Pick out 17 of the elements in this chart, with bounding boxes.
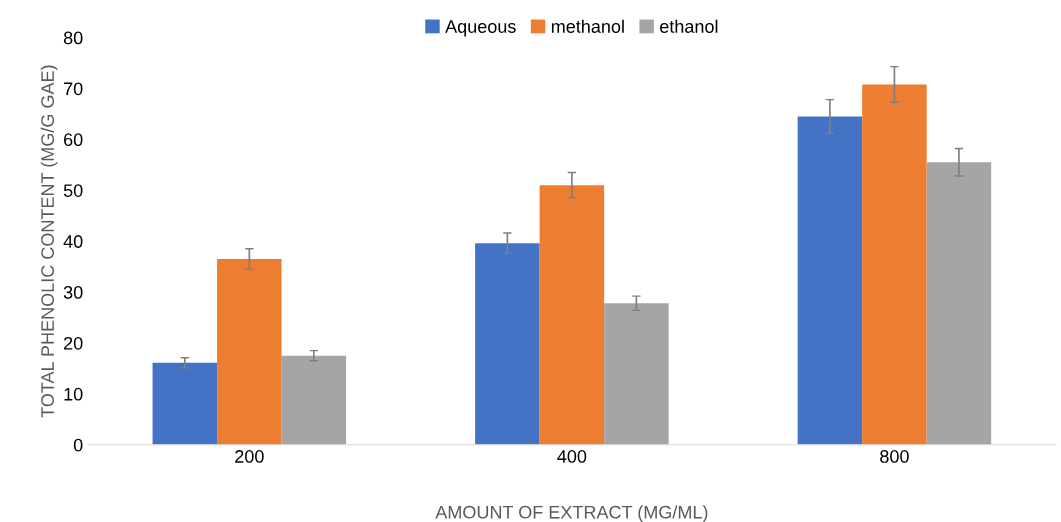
y-tick-label: 70 [64,82,83,96]
legend-label: Aqueous [445,20,516,37]
x-tick-label: 800 [880,450,909,463]
x-tick-label: 200 [235,450,264,463]
legend-label: ethanol [660,19,718,33]
y-tick-label: 0 [73,438,83,452]
y-tick-label: 60 [64,133,83,147]
y-axis-title: TOTAL PHENOLIC CONTENT (MG/G GAE) [40,65,58,418]
y-tick-label: 20 [64,336,83,350]
y-tick-label: 10 [64,387,83,401]
y-tick-label: 80 [63,31,83,45]
y-tick-label: 30 [63,285,83,299]
legend-label: methanol [551,19,624,33]
y-tick-label: 50 [63,184,83,197]
x-tick-label: 400 [557,450,587,463]
y-tick-label: 40 [63,235,83,248]
x-axis-title: AMOUNT OF EXTRACT (MG/ML) [435,505,708,522]
